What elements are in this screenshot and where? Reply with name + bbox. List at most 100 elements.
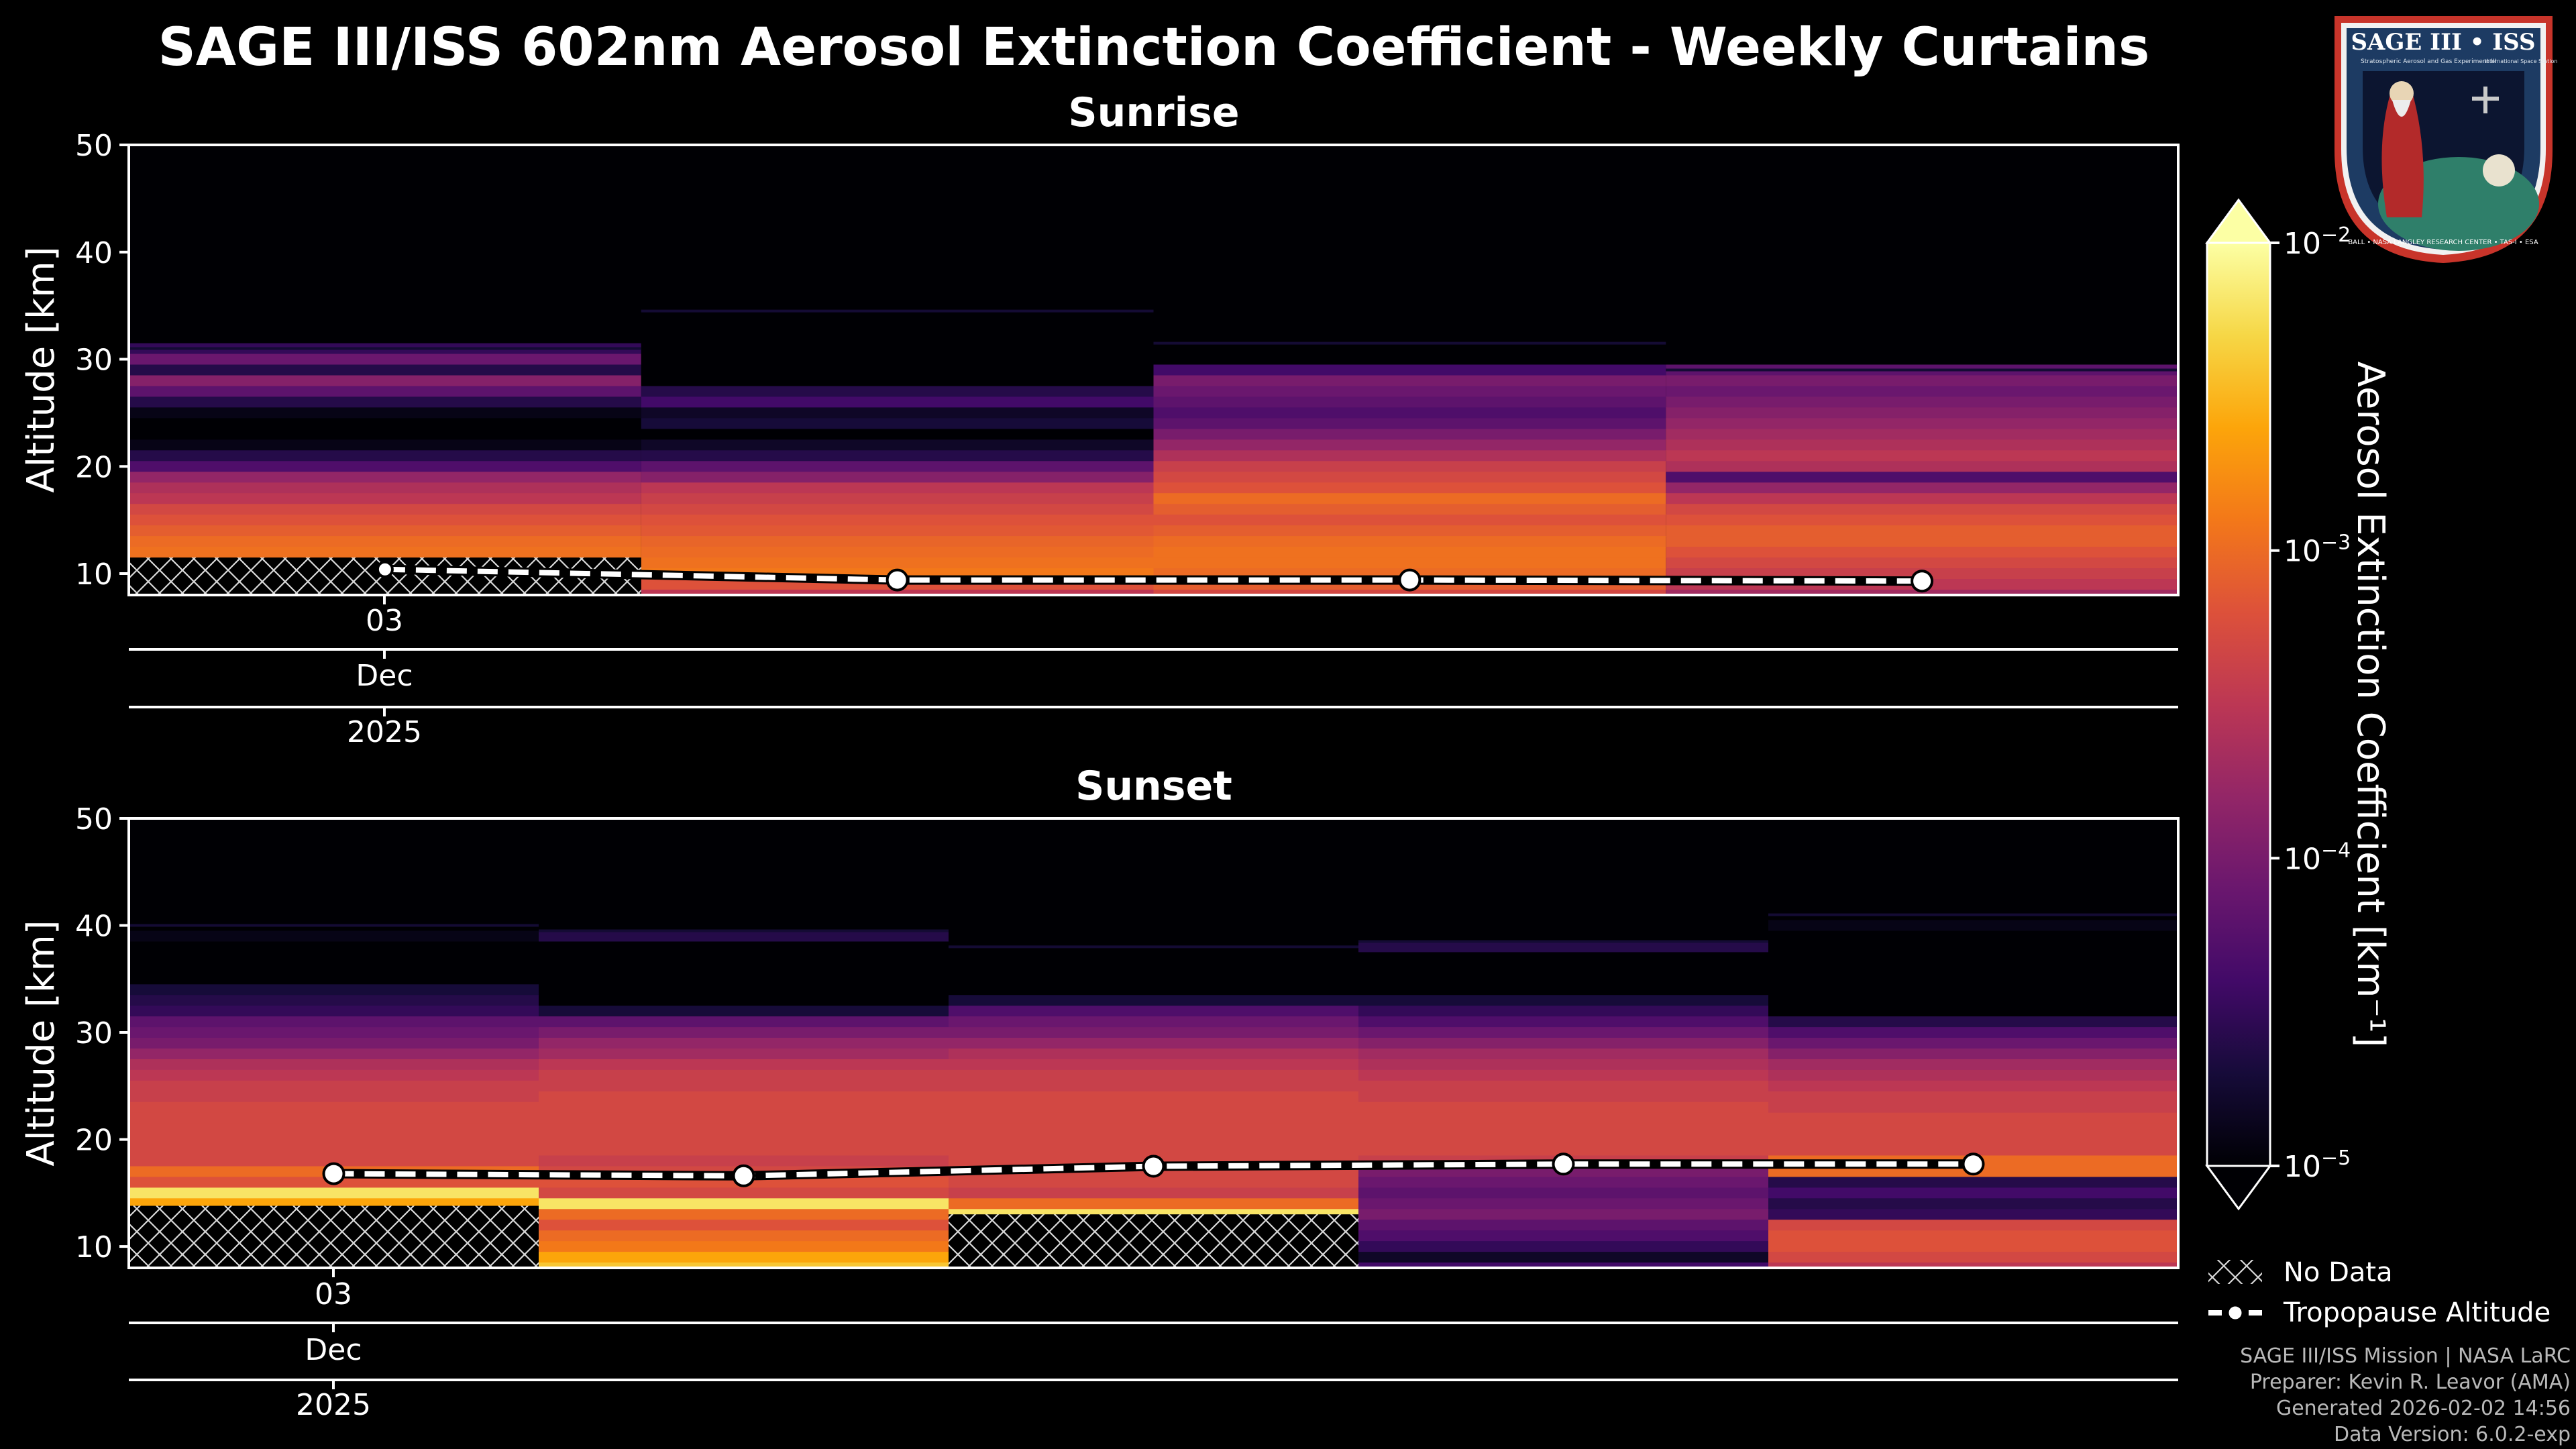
sunset-heatmap bbox=[129, 818, 2178, 1269]
sunset-heatmap-cell bbox=[1768, 1241, 2178, 1252]
legend-tropopause: Tropopause Altitude bbox=[2283, 1297, 2551, 1328]
credit-line: Generated 2026-02-02 14:56 bbox=[2275, 1397, 2571, 1420]
sunset-heatmap-cell bbox=[129, 952, 539, 963]
sunset-panel: Sunset 10 20 30 40 50 Altitude [km] 03 Dec 2… bbox=[19, 763, 2180, 1422]
sunset-heatmap-cell bbox=[129, 941, 539, 953]
sunset-y-axis: 10 20 30 40 50 bbox=[75, 802, 129, 1265]
sunrise-panel: Sunrise 10 20 30 40 50 Altitude [km] 03 Dec … bbox=[19, 89, 2180, 749]
sunrise-heatmap-cell bbox=[1153, 482, 1666, 494]
sunset-heatmap-cell bbox=[539, 952, 949, 963]
sunset-heatmap-cell bbox=[949, 963, 1358, 974]
sunset-heatmap-cell bbox=[539, 1112, 949, 1124]
sunset-heatmap-cell bbox=[949, 1016, 1358, 1028]
colorbar-tick-label: 10−3 bbox=[2284, 531, 2351, 569]
sunrise-heatmap-cell bbox=[129, 482, 641, 494]
sunrise-heatmap-cell bbox=[129, 386, 641, 398]
sunrise-heatmap bbox=[129, 145, 2179, 596]
logo-subtitle: Stratospheric Aerosol and Gas Experiment… bbox=[2361, 58, 2496, 65]
legend: No Data Tropopause Altitude bbox=[2208, 1257, 2551, 1328]
sunrise-heatmap-cell bbox=[129, 396, 641, 408]
sunrise-heatmap-cell bbox=[1153, 364, 1666, 376]
sunset-heatmap-cell bbox=[949, 952, 1358, 963]
sunset-heatmap-cell bbox=[949, 1144, 1358, 1157]
sunset-heatmap-cell bbox=[129, 1112, 539, 1124]
sunset-heatmap-cell bbox=[1768, 1069, 2178, 1081]
sunset-heatmap-cell bbox=[949, 1069, 1358, 1081]
sunset-heatmap-cell bbox=[539, 963, 949, 974]
sunrise-heatmap-cell bbox=[641, 429, 1154, 440]
sunrise-heatmap-cell bbox=[1666, 407, 2179, 419]
sunset-heatmap-cell bbox=[1358, 1252, 1768, 1263]
sunrise-x-axis: 03 Dec 2025 bbox=[129, 595, 2178, 749]
sunrise-heatmap-cell bbox=[1666, 429, 2179, 440]
sunset-heatmap-cell bbox=[1768, 952, 2178, 963]
sunset-heatmap-cell bbox=[129, 1123, 539, 1135]
sunrise-heatmap-cell bbox=[641, 482, 1154, 494]
sunrise-heatmap-cell bbox=[1666, 536, 2179, 547]
sunset-heatmap-cell bbox=[949, 1049, 1358, 1060]
sunrise-heatmap-cell bbox=[641, 472, 1154, 483]
sunrise-heatmap-cell bbox=[641, 386, 1154, 398]
sunset-heatmap-cell bbox=[949, 1102, 1358, 1114]
sunset-heatmap-cell bbox=[1358, 1038, 1768, 1049]
sunrise-heatmap-cell bbox=[1153, 472, 1666, 483]
sunset-heatmap-cell bbox=[129, 1102, 539, 1114]
sunset-heatmap-cell bbox=[539, 1155, 949, 1167]
sunset-heatmap-cell bbox=[949, 1059, 1358, 1071]
sunrise-frame bbox=[127, 144, 2180, 596]
logo-station: International Space Station bbox=[2485, 58, 2558, 64]
sunrise-heatmap-cell bbox=[1666, 515, 2179, 526]
sunrise-heatmap-cell bbox=[1666, 547, 2179, 558]
sunset-heatmap-cell bbox=[1768, 1209, 2178, 1220]
sunrise-heatmap-cell bbox=[641, 450, 1154, 462]
sunset-x-axis: 03 Dec 2025 bbox=[129, 1268, 2178, 1422]
sunset-heatmap-cell bbox=[129, 1006, 539, 1017]
sunrise-heatmap-cell bbox=[641, 504, 1154, 515]
sunset-heatmap-cell bbox=[1768, 1144, 2178, 1157]
sunset-heatmap-cell bbox=[949, 984, 1358, 996]
figure-title: SAGE III/ISS 602nm Aerosol Extinction Co… bbox=[158, 17, 2150, 78]
sunrise-ytick-label: 30 bbox=[75, 343, 113, 378]
sunrise-heatmap-cell bbox=[129, 515, 641, 526]
sunset-ytick-label: 30 bbox=[75, 1016, 113, 1051]
colorbar-tick-label: 10−2 bbox=[2284, 223, 2351, 261]
sunset-ytick-label: 40 bbox=[75, 910, 113, 944]
sunset-heatmap-cell bbox=[949, 1091, 1358, 1103]
sunset-heatmap-cell bbox=[1768, 1263, 2178, 1269]
sunrise-heatmap-cell bbox=[1153, 557, 1666, 569]
sunrise-tropopause-line bbox=[384, 566, 1923, 584]
sunset-tropopause-point bbox=[1962, 1152, 1985, 1176]
sunrise-heatmap-cell bbox=[1153, 515, 1666, 526]
sunset-heatmap-cell bbox=[1358, 952, 1768, 963]
sunrise-y-axis: 10 20 30 40 50 bbox=[75, 129, 129, 592]
sunset-heatmap-cell bbox=[1768, 1038, 2178, 1049]
sunrise-heatmap-cell bbox=[1153, 354, 1666, 366]
sunset-heatmap-cell bbox=[1358, 1144, 1768, 1157]
sunset-heatmap-cell bbox=[1768, 1187, 2178, 1199]
sunrise-heatmap-cell bbox=[641, 332, 1154, 344]
sunset-heatmap-cell bbox=[1768, 941, 2178, 953]
sunrise-heatmap-cell bbox=[1666, 472, 2179, 483]
credit-line: Preparer: Kevin R. Leavor (AMA) bbox=[2249, 1371, 2571, 1394]
sunset-heatmap-cell bbox=[1768, 1016, 2178, 1028]
sunset-heatmap-cell bbox=[539, 1091, 949, 1103]
sunset-heatmap-cell bbox=[129, 1069, 539, 1081]
sunset-tropopause-point bbox=[1552, 1152, 1575, 1176]
sunset-heatmap-cell bbox=[1768, 1006, 2178, 1017]
sunset-heatmap-cell bbox=[1768, 1198, 2178, 1210]
sunset-heatmap-cell bbox=[949, 1080, 1358, 1092]
sunset-heatmap-cell bbox=[539, 1080, 949, 1092]
sunset-heatmap-cell bbox=[129, 1016, 539, 1028]
sunset-heatmap-cell bbox=[1768, 1049, 2178, 1060]
sunset-heatmap-cell bbox=[129, 1187, 539, 1199]
logo-title: SAGE III • ISS bbox=[2351, 29, 2535, 56]
sunset-heatmap-cell bbox=[539, 1123, 949, 1135]
sunset-heatmap-cell bbox=[949, 1006, 1358, 1017]
sunrise-heatmap-cell bbox=[1666, 375, 2179, 387]
sunset-heatmap-cell bbox=[1768, 973, 2178, 985]
sunset-heatmap-cell bbox=[949, 1177, 1358, 1188]
sage-mission-logo: SAGE III • ISS Stratospheric Aerosol and… bbox=[2334, 16, 2558, 263]
sunrise-heatmap-cell bbox=[641, 439, 1154, 451]
sunset-heatmap-cell bbox=[129, 995, 539, 1006]
sunrise-heatmap-cell bbox=[1666, 557, 2179, 569]
